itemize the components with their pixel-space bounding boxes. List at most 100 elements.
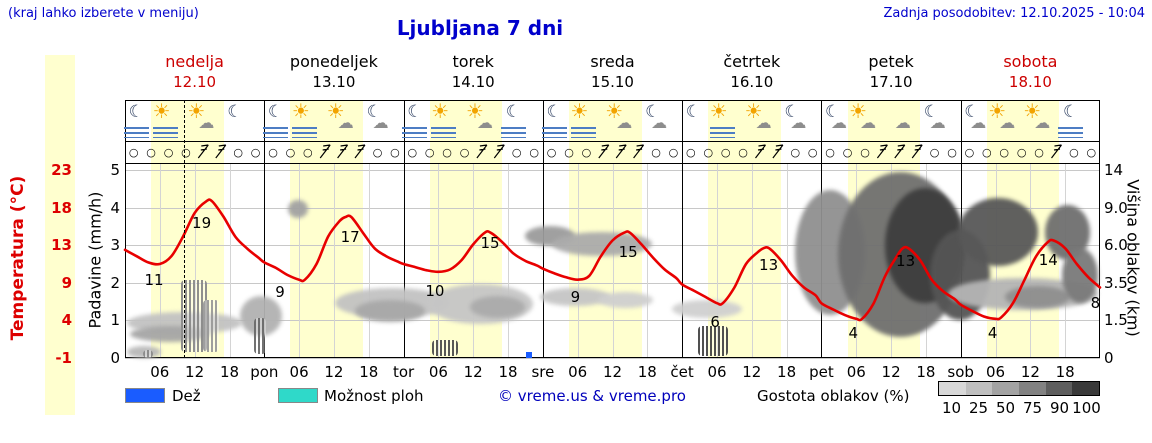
x-hour-label: 18 [359, 363, 379, 381]
temp-value-label: 8 [1090, 294, 1101, 313]
moon-fog-icon: ☾ [499, 102, 529, 139]
copyright-link[interactable]: © vreme.us & vreme.pro [498, 387, 686, 405]
day-date: 13.10 [312, 73, 356, 91]
cloud-area [143, 350, 153, 358]
x-day-label: pet [809, 363, 834, 381]
temp-value-label: 15 [480, 233, 500, 252]
moon-fog-icon: ☾ [400, 102, 430, 139]
x-hour-label: 06 [707, 363, 727, 381]
wind-calm-icon: ○ [146, 146, 156, 159]
day-date: 15.10 [591, 73, 634, 91]
temp-value-label: 19 [192, 214, 212, 233]
cloud-icon: ☁ [651, 113, 668, 132]
wind-calm-icon: ○ [511, 146, 522, 159]
x-day-label: čet [670, 363, 694, 381]
sun-cloud-icon: ☀ ☁ [847, 99, 877, 139]
moon-fog-icon: ☾ [261, 102, 291, 139]
wind-calm-icon: ○ [981, 146, 992, 159]
cloud-density-scale [938, 381, 1100, 396]
wind-calm-icon: ○ [302, 146, 313, 159]
density-scale-value: 100 [1072, 399, 1101, 417]
menu-hint[interactable]: (kraj lahko izberete v meniju) [8, 6, 199, 21]
density-swatch [1045, 382, 1073, 395]
x-day-label: pon [250, 363, 279, 381]
cloud-icon: ☁ [337, 113, 354, 132]
x-hour-label: 12 [185, 363, 205, 381]
sun-icon: ☀ [744, 99, 763, 123]
precipitation-tick: 2 [110, 273, 120, 292]
sun-icon: ☀ [326, 99, 345, 123]
showers-swatch [278, 388, 318, 403]
wind-calm-icon: ○ [372, 146, 383, 159]
moon-icon: ☾ [505, 102, 522, 122]
sun-fog-icon: ☀ [290, 99, 320, 139]
sun-icon: ☀ [152, 99, 171, 123]
sun-cloud-icon: ☀ ☁ [603, 99, 633, 139]
cloud-height-tick: 9.0 [1104, 198, 1128, 217]
density-scale-value: 10 [941, 399, 962, 417]
wind-calm-icon: ○ [668, 146, 679, 159]
wind-calm-icon: ○ [807, 146, 818, 159]
rain-label: Dež [172, 387, 201, 405]
wind-calm-icon: ○ [442, 146, 452, 159]
moon-cloud-icon: ☾ ☁ [777, 102, 807, 139]
day-date: 17.10 [869, 73, 913, 91]
sun-icon: ☀ [466, 99, 484, 123]
temp-value-label: 10 [425, 282, 445, 301]
sun-fog-icon: ☀ [429, 99, 459, 139]
icons-wind-separator [125, 141, 1100, 142]
wind-calm-icon: ○ [999, 146, 1009, 159]
x-hour-label: 12 [742, 363, 762, 381]
sun-cloud-icon: ☀ ☁ [464, 99, 494, 139]
density-scale-value: 90 [1049, 399, 1070, 417]
wind-calm-icon: ○ [163, 146, 174, 159]
sun-fog-icon: ☀ [708, 99, 738, 139]
x-hour-label: 12 [881, 363, 901, 381]
wind-calm-icon: ○ [546, 146, 557, 159]
sun-icon: ☀ [187, 99, 206, 123]
sun-icon: ☀ [988, 99, 1007, 123]
moon-icon: ☾ [227, 102, 243, 122]
day-date: 12.10 [173, 73, 217, 91]
rain-swatch [125, 388, 165, 403]
cloud-area [288, 200, 308, 218]
wind-calm-icon: ○ [964, 146, 975, 159]
cloud-icon: ☁ [894, 113, 911, 132]
day-date: 16.10 [730, 73, 774, 91]
moon-cloud-icon: ☾ ☁ [360, 102, 390, 139]
current-time-line [184, 100, 186, 358]
temp-value-label: 17 [340, 227, 360, 246]
moon-fog-icon: ☾ [122, 102, 152, 139]
sun-fog-icon: ☀ [151, 99, 181, 139]
day-date: 18.10 [1008, 73, 1052, 91]
wind-calm-icon: ○ [250, 146, 261, 159]
wind-calm-icon: ○ [651, 146, 661, 159]
x-hour-label: 06 [428, 363, 448, 381]
wind-calm-icon: ○ [738, 146, 748, 159]
sun-cloud-icon: ☀ ☁ [1021, 99, 1051, 139]
day-date: 14.10 [451, 73, 495, 91]
moon-icon: ☾ [923, 102, 939, 122]
wind-calm-icon: ○ [424, 146, 435, 159]
wind-calm-icon: ○ [1034, 146, 1044, 159]
sun-cloud-icon: ☀ ☁ [185, 99, 215, 139]
left-accent-strip [45, 55, 75, 415]
sun-icon: ☀ [849, 99, 868, 123]
cloud-icon: ☁ [477, 113, 493, 132]
moon-icon: ☾ [964, 102, 980, 122]
density-swatch [992, 382, 1020, 395]
moon-icon: ☾ [220, 102, 250, 139]
precipitation-tick: 1 [110, 311, 120, 330]
fog-icon [500, 127, 526, 138]
wind-calm-icon: ○ [825, 146, 835, 159]
cloud-icon: ☁ [1034, 113, 1051, 132]
x-day-label: tor [392, 363, 415, 381]
cloud-icon: ☁ [755, 113, 772, 132]
cloud-area [470, 296, 525, 318]
cloud-height-tick: 1.5 [1104, 311, 1128, 330]
moon-icon: ☾ [407, 102, 423, 122]
cloud-icon: ☁ [372, 113, 389, 132]
x-hour-label: 06 [846, 363, 866, 381]
moon-icon: ☾ [1063, 102, 1079, 122]
density-scale-value: 75 [1022, 399, 1043, 417]
